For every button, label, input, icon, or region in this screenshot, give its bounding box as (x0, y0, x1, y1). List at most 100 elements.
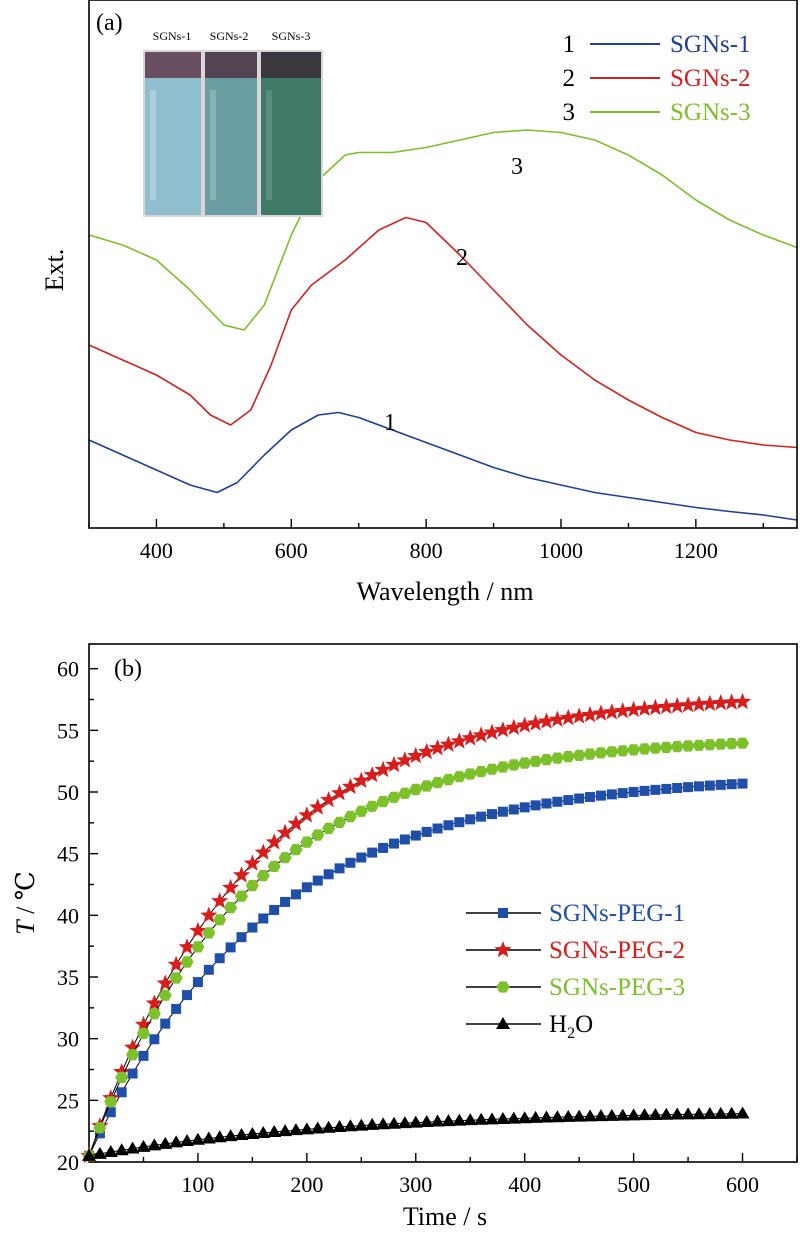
data-point (418, 742, 436, 760)
data-point (485, 763, 499, 775)
data-point (476, 811, 487, 822)
data-point (506, 1111, 521, 1124)
data-point (367, 847, 378, 858)
data-point (269, 904, 280, 915)
data-point (659, 1107, 674, 1120)
panel-a-x-tick-label: 800 (410, 538, 443, 563)
data-point (681, 1107, 696, 1120)
data-point (235, 890, 248, 902)
data-point (692, 739, 706, 751)
data-point (149, 1034, 160, 1045)
legend-b-marker-1 (498, 908, 508, 918)
data-point (617, 788, 628, 799)
data-point (581, 705, 599, 723)
data-point (363, 766, 381, 783)
data-point (105, 1107, 116, 1118)
data-point (657, 697, 675, 715)
data-point (737, 778, 748, 789)
data-point (450, 732, 468, 749)
data-point (298, 806, 316, 823)
data-point (354, 805, 368, 817)
vial-1 (145, 52, 201, 215)
data-point (124, 1038, 142, 1055)
data-point (463, 768, 477, 780)
data-point (659, 741, 673, 753)
panel-b-y-tick-label: 30 (57, 1027, 79, 1052)
panel-b-x-tick-label: 300 (399, 1172, 432, 1197)
panel-b-x-axis-label: Time / s (403, 1202, 487, 1231)
legend-b-name-4-main: H (549, 1011, 567, 1038)
data-point (180, 956, 194, 968)
data-point (550, 1110, 565, 1123)
data-point (180, 1134, 195, 1147)
data-point (167, 955, 185, 972)
data-point (541, 798, 552, 809)
panel-b-x-tick-label: 600 (726, 1172, 759, 1197)
data-point (203, 964, 214, 975)
data-point (92, 1146, 107, 1159)
vial-3-glare (266, 90, 272, 200)
data-point (615, 1108, 630, 1121)
data-point (126, 1049, 140, 1061)
data-point (646, 698, 664, 716)
data-point (690, 695, 708, 712)
panel-a-x-tick-label: 1200 (674, 538, 718, 563)
data-point (387, 791, 401, 803)
data-point (703, 739, 717, 751)
data-point (323, 869, 334, 880)
data-point (715, 779, 726, 790)
data-point (356, 852, 367, 863)
panel-b-x-tick-label: 200 (290, 1172, 323, 1197)
data-point (725, 738, 739, 750)
data-point (548, 710, 566, 727)
panel-b-x-tick-label: 500 (617, 1172, 650, 1197)
data-point (648, 1107, 663, 1120)
data-point (614, 702, 632, 719)
data-point (604, 1108, 619, 1121)
data-point (439, 735, 457, 752)
data-point (201, 1131, 216, 1144)
data-point (419, 1115, 434, 1128)
panel-b-y-tick-label: 50 (57, 780, 79, 805)
data-point (407, 746, 425, 764)
data-point (138, 1050, 149, 1061)
data-point (147, 1138, 162, 1151)
data-point (178, 938, 196, 955)
data-point (574, 793, 585, 804)
data-point (276, 823, 294, 840)
panel-b-y-axis-label: T / ℃ (11, 871, 40, 935)
data-point (192, 977, 203, 988)
data-point (594, 747, 608, 759)
data-point (497, 806, 508, 817)
data-point (145, 994, 163, 1011)
data-point (134, 1015, 152, 1032)
data-point (322, 822, 336, 835)
data-point (213, 914, 227, 926)
series-3 (82, 737, 749, 1162)
panel-a-x-tick-label: 1000 (539, 538, 583, 563)
data-point (465, 814, 476, 825)
data-point (616, 745, 630, 757)
data-point (280, 896, 291, 907)
legend-b-name-1: SGNs-PEG-1 (549, 900, 685, 927)
data-point (103, 1145, 118, 1158)
data-point (265, 833, 283, 850)
data-point (236, 932, 247, 943)
legend-b-name-4-sub: 2 (567, 1025, 575, 1042)
data-point (430, 1114, 445, 1127)
data-point (374, 760, 392, 778)
data-point (223, 1129, 238, 1142)
legend-a-name-2: SGNs-2 (670, 65, 751, 92)
data-point (518, 757, 532, 769)
data-point (310, 1121, 325, 1134)
data-point (243, 854, 261, 871)
data-point (420, 780, 434, 792)
vial-3-cap (261, 52, 321, 78)
panel-a-label: (a) (96, 10, 123, 36)
data-point (410, 830, 421, 841)
data-point (408, 1115, 423, 1128)
legend-a-number-2: 2 (563, 65, 576, 92)
panel-a-x-tick-label: 600 (275, 538, 308, 563)
panel-a-series (88, 129, 798, 521)
